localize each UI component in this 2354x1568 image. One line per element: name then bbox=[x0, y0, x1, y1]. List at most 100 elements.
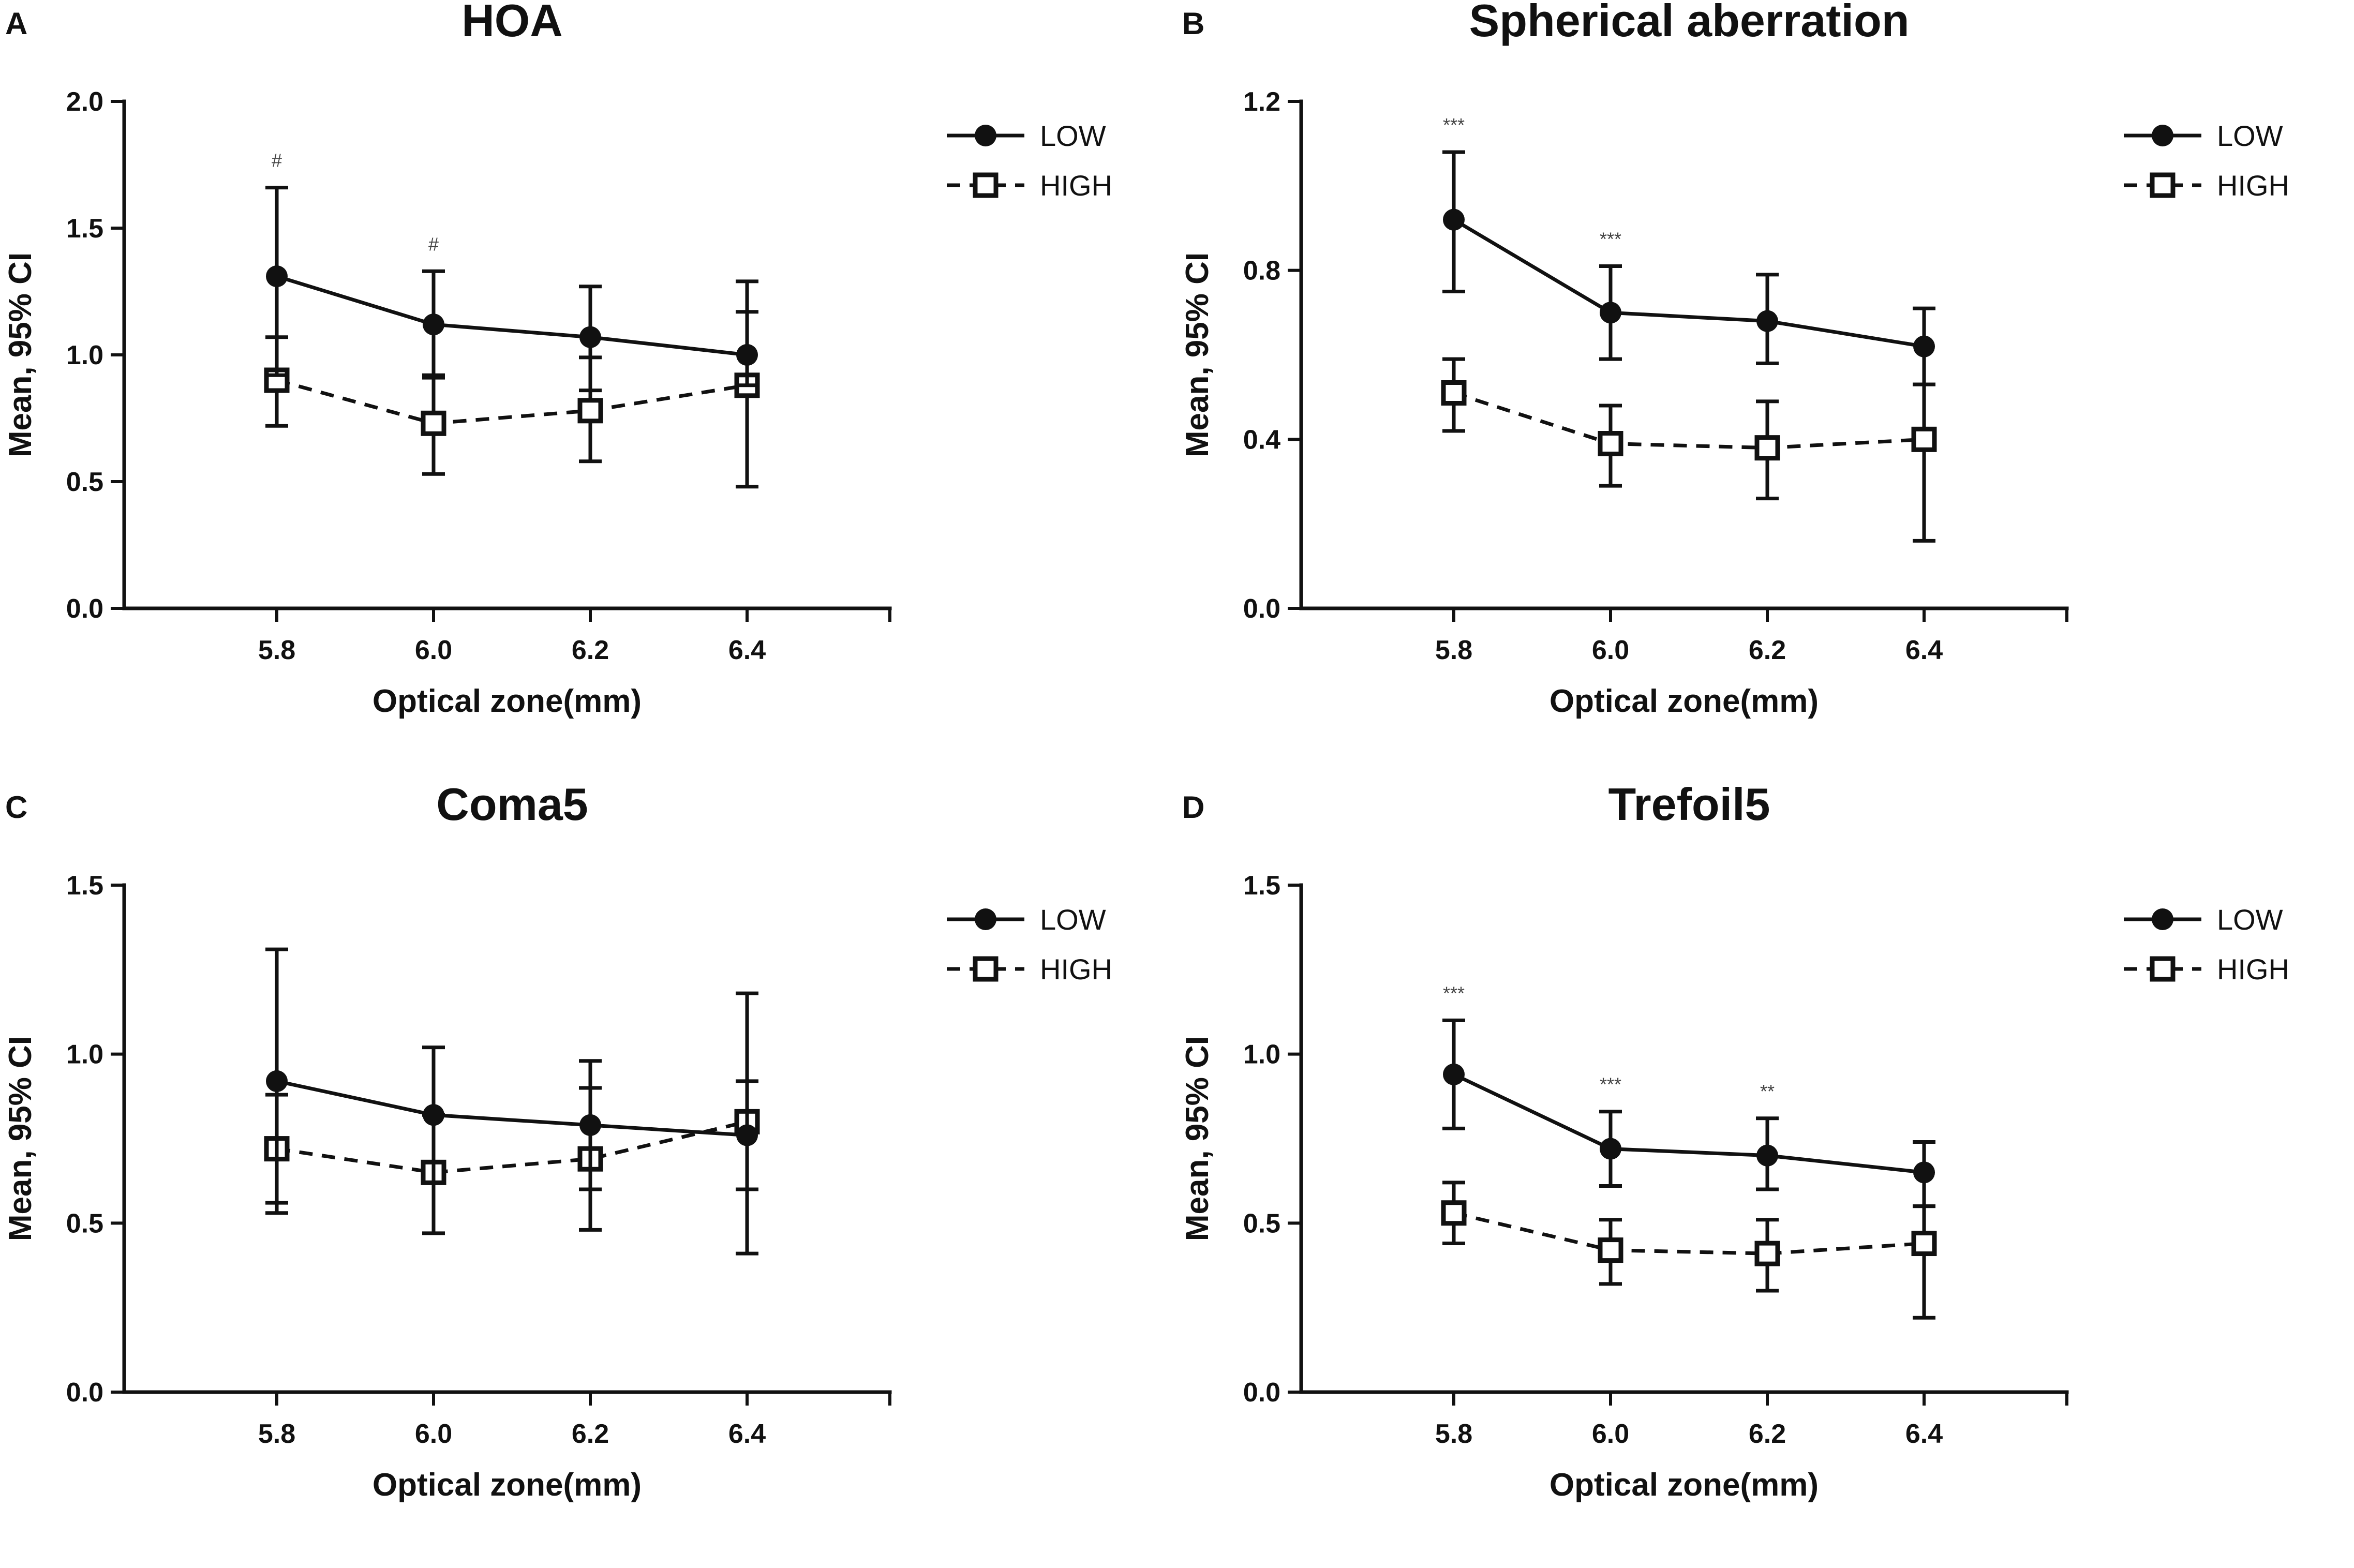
data-point-high bbox=[1911, 426, 1937, 452]
y-tick-label: 1.0 bbox=[66, 340, 103, 370]
x-tick-label: 6.2 bbox=[1749, 1419, 1786, 1449]
y-axis-title: Mean, 95% CI bbox=[3, 252, 38, 457]
data-point-high bbox=[577, 398, 603, 424]
x-tick-label: 6.0 bbox=[415, 635, 452, 665]
legend-label-low: LOW bbox=[2217, 903, 2283, 936]
x-tick-label: 6.4 bbox=[1905, 635, 1943, 665]
significance-label: # bbox=[272, 150, 282, 171]
legend-marker-low bbox=[2152, 908, 2173, 930]
chart-panel-a: A HOA 0.0 0.5 1.0 1.5 2.0 5.8 6.0 6.2 6.4 Optical z… bbox=[0, 0, 1177, 784]
x-tick-label: 5.8 bbox=[1435, 635, 1472, 665]
x-tick-label: 6.4 bbox=[728, 635, 766, 665]
data-point-high bbox=[1754, 435, 1780, 461]
chart-svg: C Coma5 0.0 0.5 1.0 1.5 5.8 6.0 6.2 6.4 Optical zo… bbox=[3, 784, 1112, 1503]
y-tick-label: 0.8 bbox=[1243, 256, 1280, 286]
y-tick-label: 0.5 bbox=[1243, 1208, 1280, 1238]
y-tick-label: 0.0 bbox=[66, 594, 103, 624]
x-tick-label: 6.2 bbox=[572, 635, 609, 665]
significance-label: ** bbox=[1760, 1081, 1775, 1102]
data-point-low bbox=[423, 313, 444, 336]
data-point-high bbox=[1441, 380, 1467, 406]
y-tick-label: 1.0 bbox=[66, 1040, 103, 1070]
y-tick-label: 1.5 bbox=[66, 871, 103, 901]
chart-title: HOA bbox=[461, 0, 563, 46]
data-point-low bbox=[1756, 310, 1778, 332]
chart-svg: A HOA 0.0 0.5 1.0 1.5 2.0 5.8 6.0 6.2 6.4 Optical z… bbox=[3, 0, 1112, 719]
significance-label: *** bbox=[1600, 1074, 1621, 1095]
series-line-low bbox=[1453, 1072, 1925, 1174]
data-point-low bbox=[1913, 335, 1935, 357]
legend-marker-low bbox=[975, 908, 996, 930]
legend-marker-low bbox=[975, 125, 996, 146]
chart-title: Trefoil5 bbox=[1608, 784, 1770, 830]
data-point-low bbox=[1756, 1144, 1778, 1167]
series-line-low bbox=[276, 274, 748, 357]
data-point-low bbox=[1443, 1063, 1465, 1085]
data-point-low bbox=[423, 1104, 444, 1126]
legend-marker-high bbox=[973, 956, 999, 982]
data-point-low bbox=[579, 1114, 601, 1136]
data-point-low bbox=[266, 1070, 288, 1092]
data-point-low bbox=[736, 344, 758, 366]
chart-svg: D Trefoil5 0.0 0.5 1.0 1.5 5.8 6.0 6.2 6.4 Optical… bbox=[1180, 784, 2289, 1503]
significance-label: *** bbox=[1443, 114, 1465, 136]
series-line-high bbox=[1453, 391, 1925, 450]
data-point-low bbox=[736, 1124, 758, 1146]
data-point-low bbox=[579, 326, 601, 348]
legend-label-low: LOW bbox=[1040, 903, 1106, 936]
series-line-low bbox=[276, 1079, 748, 1137]
legend-label-low: LOW bbox=[2217, 120, 2283, 152]
data-point-low bbox=[266, 265, 288, 288]
legend-label-high: HIGH bbox=[2217, 953, 2289, 985]
x-axis-title: Optical zone(mm) bbox=[1550, 683, 1819, 719]
significance-label: # bbox=[428, 233, 439, 255]
y-tick-label: 0.4 bbox=[1243, 425, 1280, 455]
x-axis-title: Optical zone(mm) bbox=[1550, 1467, 1819, 1503]
y-axis-title: Mean, 95% CI bbox=[3, 1036, 38, 1241]
data-point-high bbox=[1441, 1200, 1467, 1226]
data-point-high bbox=[421, 410, 446, 436]
data-point-low bbox=[1600, 302, 1621, 324]
data-point-low bbox=[1600, 1138, 1621, 1160]
y-tick-label: 0.0 bbox=[1243, 594, 1280, 624]
x-tick-label: 6.0 bbox=[1592, 1419, 1629, 1449]
chart-panel-c: C Coma5 0.0 0.5 1.0 1.5 5.8 6.0 6.2 6.4 Optical zo… bbox=[0, 784, 1177, 1567]
x-tick-label: 6.2 bbox=[572, 1419, 609, 1449]
y-tick-label: 1.5 bbox=[66, 214, 103, 244]
data-point-low bbox=[1443, 208, 1465, 231]
y-tick-label: 1.2 bbox=[1243, 87, 1280, 117]
chart-title: Coma5 bbox=[436, 784, 588, 830]
data-point-high bbox=[1598, 1237, 1623, 1263]
legend-label-low: LOW bbox=[1040, 120, 1106, 152]
chart-panel-d: D Trefoil5 0.0 0.5 1.0 1.5 5.8 6.0 6.2 6.4 Optical… bbox=[1177, 784, 2354, 1567]
series-line-high bbox=[1453, 1211, 1925, 1256]
panel-letter: C bbox=[5, 790, 27, 825]
y-tick-label: 2.0 bbox=[66, 87, 103, 117]
x-tick-label: 5.8 bbox=[258, 1419, 295, 1449]
legend-marker-low bbox=[2152, 125, 2173, 146]
data-point-high bbox=[1911, 1231, 1937, 1257]
data-point-low bbox=[1913, 1161, 1935, 1184]
significance-label: *** bbox=[1443, 982, 1465, 1004]
x-tick-label: 6.0 bbox=[415, 1419, 452, 1449]
panel-letter: B bbox=[1182, 6, 1204, 41]
data-point-high bbox=[1754, 1241, 1780, 1266]
data-point-high bbox=[264, 367, 290, 393]
legend-label-high: HIGH bbox=[2217, 169, 2289, 202]
x-tick-label: 6.2 bbox=[1749, 635, 1786, 665]
x-tick-label: 6.0 bbox=[1592, 635, 1629, 665]
y-tick-label: 0.5 bbox=[66, 1208, 103, 1238]
chart-panel-b: B Spherical aberration 0.0 0.4 0.8 1.2 5.8 6.0 6… bbox=[1177, 0, 2354, 784]
legend-label-high: HIGH bbox=[1040, 169, 1112, 202]
x-tick-label: 5.8 bbox=[1435, 1419, 1472, 1449]
legend-marker-high bbox=[2150, 172, 2176, 198]
x-tick-label: 6.4 bbox=[1905, 1419, 1943, 1449]
x-axis-title: Optical zone(mm) bbox=[373, 683, 642, 719]
x-tick-label: 5.8 bbox=[258, 635, 295, 665]
y-tick-label: 1.5 bbox=[1243, 871, 1280, 901]
y-tick-label: 0.0 bbox=[1243, 1378, 1280, 1408]
panel-letter: A bbox=[5, 6, 27, 41]
series-line-high bbox=[276, 1119, 748, 1174]
y-axis-title: Mean, 95% CI bbox=[1180, 1036, 1215, 1241]
